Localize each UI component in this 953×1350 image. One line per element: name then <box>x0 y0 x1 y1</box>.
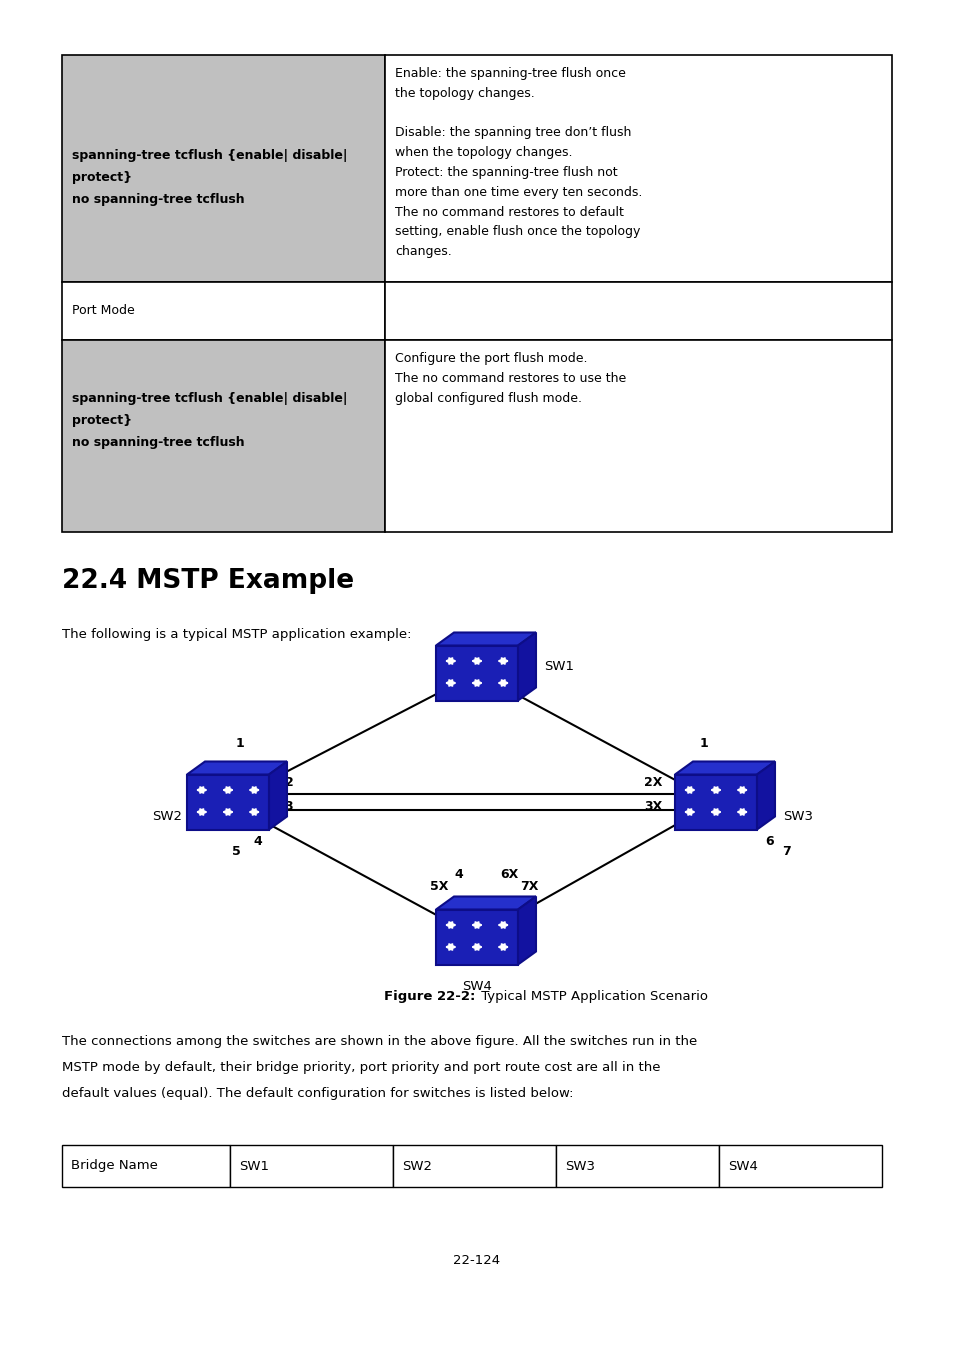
Bar <box>62 340 385 532</box>
Bar <box>187 775 269 829</box>
Text: default values (equal). The default configuration for switches is listed below:: default values (equal). The default conf… <box>62 1087 573 1100</box>
Polygon shape <box>757 761 774 829</box>
Text: 3X: 3X <box>643 799 661 813</box>
Text: 1: 1 <box>235 737 244 751</box>
Text: 22.4 MSTP Example: 22.4 MSTP Example <box>62 568 354 594</box>
Text: spanning-tree tcflush {enable| disable|
protect}
no spanning-tree tcflush: spanning-tree tcflush {enable| disable| … <box>71 392 347 450</box>
Text: spanning-tree tcflush {enable| disable|
protect}
no spanning-tree tcflush: spanning-tree tcflush {enable| disable| … <box>71 148 347 207</box>
Text: 4: 4 <box>455 868 463 882</box>
Polygon shape <box>436 896 536 910</box>
Text: 5X: 5X <box>430 880 448 892</box>
Text: 2X: 2X <box>643 775 661 788</box>
Polygon shape <box>187 761 287 775</box>
Text: 6X: 6X <box>499 868 517 882</box>
Text: SW4: SW4 <box>727 1160 757 1173</box>
Text: Figure 22-2:: Figure 22-2: <box>383 990 475 1003</box>
Text: Configure the port flush mode.
The no command restores to use the
global configu: Configure the port flush mode. The no co… <box>395 352 625 405</box>
Bar <box>556 1145 719 1187</box>
Text: 6: 6 <box>765 836 774 848</box>
Text: 2: 2 <box>284 775 294 788</box>
Bar <box>385 340 891 532</box>
Bar <box>62 55 385 282</box>
Text: SW4: SW4 <box>461 980 492 994</box>
Text: 1: 1 <box>435 688 443 702</box>
Bar <box>385 282 891 340</box>
Bar <box>393 1145 556 1187</box>
Text: MSTP mode by default, their bridge priority, port priority and port route cost a: MSTP mode by default, their bridge prior… <box>62 1061 659 1075</box>
Bar <box>62 1145 230 1187</box>
Bar <box>385 55 891 282</box>
Text: SW2: SW2 <box>152 810 182 824</box>
Text: SW3: SW3 <box>782 810 812 824</box>
Text: 2: 2 <box>510 688 518 702</box>
Text: 4: 4 <box>253 836 262 848</box>
Text: Port Mode: Port Mode <box>71 305 134 317</box>
Bar <box>230 1145 393 1187</box>
Bar <box>436 910 517 964</box>
Polygon shape <box>436 633 536 645</box>
Text: 22-124: 22-124 <box>453 1254 500 1266</box>
Polygon shape <box>269 761 287 829</box>
Text: SW1: SW1 <box>239 1160 269 1173</box>
Text: Typical MSTP Application Scenario: Typical MSTP Application Scenario <box>476 990 707 1003</box>
Text: SW2: SW2 <box>401 1160 432 1173</box>
Text: 1: 1 <box>699 737 708 751</box>
Bar <box>719 1145 882 1187</box>
Bar <box>436 645 517 701</box>
Bar <box>62 282 385 340</box>
Text: 7: 7 <box>781 845 791 859</box>
Text: SW1: SW1 <box>543 660 574 674</box>
Polygon shape <box>675 761 774 775</box>
Text: 7X: 7X <box>519 880 537 892</box>
Text: 3: 3 <box>284 799 293 813</box>
Text: SW3: SW3 <box>564 1160 595 1173</box>
Text: Enable: the spanning-tree flush once
the topology changes.

Disable: the spannin: Enable: the spanning-tree flush once the… <box>395 68 641 258</box>
Text: The connections among the switches are shown in the above figure. All the switch: The connections among the switches are s… <box>62 1035 697 1048</box>
Polygon shape <box>517 633 536 701</box>
Text: The following is a typical MSTP application example:: The following is a typical MSTP applicat… <box>62 628 411 641</box>
Text: 5: 5 <box>232 845 240 859</box>
Text: Bridge Name: Bridge Name <box>71 1160 157 1173</box>
Bar <box>675 775 757 829</box>
Polygon shape <box>517 896 536 964</box>
